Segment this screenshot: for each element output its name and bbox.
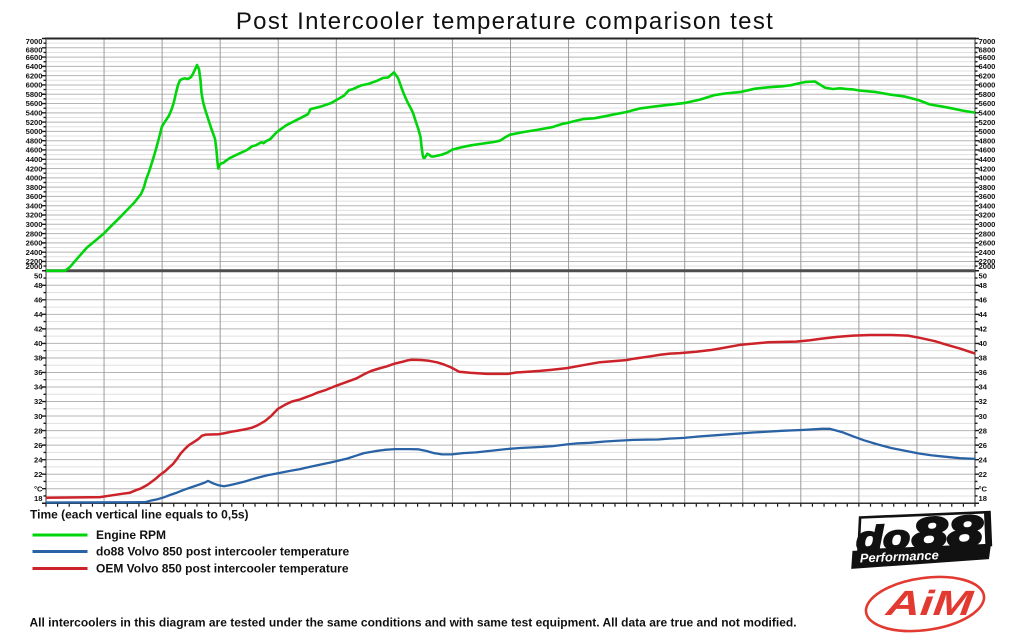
svg-text:38: 38 bbox=[34, 354, 42, 363]
svg-text:2800: 2800 bbox=[979, 229, 996, 238]
svg-text:5000: 5000 bbox=[979, 127, 996, 136]
svg-text:3600: 3600 bbox=[26, 192, 43, 201]
svg-text:4600: 4600 bbox=[26, 146, 43, 155]
svg-text:50: 50 bbox=[34, 271, 42, 280]
svg-text:88: 88 bbox=[911, 507, 985, 559]
svg-text:6000: 6000 bbox=[26, 81, 43, 90]
svg-text:48: 48 bbox=[34, 281, 42, 290]
svg-text:32: 32 bbox=[34, 397, 42, 406]
svg-text:5200: 5200 bbox=[979, 118, 996, 127]
svg-text:6600: 6600 bbox=[26, 53, 43, 62]
svg-text:5200: 5200 bbox=[26, 118, 43, 127]
svg-text:26: 26 bbox=[979, 441, 987, 450]
svg-text:°C: °C bbox=[34, 484, 43, 493]
svg-text:18: 18 bbox=[979, 494, 987, 503]
svg-text:44: 44 bbox=[34, 310, 43, 319]
svg-text:4600: 4600 bbox=[979, 146, 996, 155]
svg-text:24: 24 bbox=[979, 455, 988, 464]
svg-text:3400: 3400 bbox=[26, 201, 43, 210]
svg-text:3600: 3600 bbox=[979, 192, 996, 201]
svg-text:5800: 5800 bbox=[26, 90, 43, 99]
svg-text:2400: 2400 bbox=[979, 248, 996, 257]
svg-text:do88 Volvo 850 post intercoole: do88 Volvo 850 post intercooler temperat… bbox=[96, 545, 350, 559]
svg-text:26: 26 bbox=[34, 441, 42, 450]
svg-text:34: 34 bbox=[34, 383, 43, 392]
svg-text:46: 46 bbox=[979, 296, 987, 305]
svg-text:40: 40 bbox=[34, 339, 42, 348]
svg-text:5400: 5400 bbox=[26, 109, 43, 118]
svg-text:4800: 4800 bbox=[26, 136, 43, 145]
svg-text:40: 40 bbox=[979, 339, 987, 348]
svg-text:24: 24 bbox=[34, 455, 43, 464]
svg-text:18: 18 bbox=[34, 494, 42, 503]
svg-text:30: 30 bbox=[979, 412, 987, 421]
svg-text:46: 46 bbox=[34, 296, 42, 305]
svg-text:38: 38 bbox=[979, 354, 987, 363]
svg-text:5600: 5600 bbox=[979, 99, 996, 108]
svg-text:6400: 6400 bbox=[979, 62, 996, 71]
svg-text:2400: 2400 bbox=[26, 248, 43, 257]
svg-text:4200: 4200 bbox=[26, 164, 43, 173]
svg-text:2600: 2600 bbox=[979, 239, 996, 248]
svg-text:AiM: AiM bbox=[883, 584, 975, 623]
svg-text:42: 42 bbox=[979, 325, 987, 334]
svg-text:6000: 6000 bbox=[979, 81, 996, 90]
svg-text:2800: 2800 bbox=[26, 229, 43, 238]
svg-text:6800: 6800 bbox=[26, 45, 43, 54]
svg-text:5000: 5000 bbox=[26, 127, 43, 136]
svg-text:2600: 2600 bbox=[26, 239, 43, 248]
svg-text:2000: 2000 bbox=[26, 262, 43, 271]
svg-text:7000: 7000 bbox=[26, 37, 43, 46]
svg-text:6200: 6200 bbox=[979, 71, 996, 80]
svg-text:3400: 3400 bbox=[979, 201, 996, 210]
svg-text:5600: 5600 bbox=[26, 99, 43, 108]
svg-text:5800: 5800 bbox=[979, 90, 996, 99]
svg-text:2200: 2200 bbox=[979, 257, 996, 266]
svg-text:Post Intercooler temperature c: Post Intercooler temperature comparison … bbox=[236, 8, 774, 35]
svg-text:3800: 3800 bbox=[26, 183, 43, 192]
svg-text:Performance: Performance bbox=[860, 548, 940, 565]
svg-text:6600: 6600 bbox=[979, 53, 996, 62]
svg-text:4400: 4400 bbox=[979, 155, 996, 164]
svg-text:2000: 2000 bbox=[979, 262, 996, 271]
svg-text:22: 22 bbox=[34, 470, 42, 479]
svg-text:5400: 5400 bbox=[979, 109, 996, 118]
svg-text:3000: 3000 bbox=[26, 220, 43, 229]
svg-text:6200: 6200 bbox=[26, 71, 43, 80]
svg-text:4200: 4200 bbox=[979, 164, 996, 173]
svg-text:28: 28 bbox=[34, 426, 42, 435]
svg-text:42: 42 bbox=[34, 325, 42, 334]
svg-text:4400: 4400 bbox=[26, 155, 43, 164]
svg-text:do: do bbox=[855, 518, 911, 558]
svg-text:50: 50 bbox=[979, 271, 987, 280]
svg-text:Engine RPM: Engine RPM bbox=[96, 528, 166, 542]
svg-text:°C: °C bbox=[979, 484, 988, 493]
svg-text:44: 44 bbox=[979, 310, 988, 319]
svg-text:All intercoolers in this diagr: All intercoolers in this diagram are tes… bbox=[30, 616, 797, 630]
svg-text:Time (each vertical line equal: Time (each vertical line equals to 0,5s) bbox=[30, 508, 249, 522]
svg-text:34: 34 bbox=[979, 383, 988, 392]
svg-text:36: 36 bbox=[979, 368, 987, 377]
svg-text:2200: 2200 bbox=[26, 257, 43, 266]
svg-text:36: 36 bbox=[34, 368, 42, 377]
svg-text:30: 30 bbox=[34, 412, 42, 421]
svg-text:4800: 4800 bbox=[979, 136, 996, 145]
svg-text:6400: 6400 bbox=[26, 62, 43, 71]
svg-text:22: 22 bbox=[979, 470, 987, 479]
svg-text:48: 48 bbox=[979, 281, 987, 290]
svg-text:3200: 3200 bbox=[979, 211, 996, 220]
svg-text:28: 28 bbox=[979, 426, 987, 435]
svg-text:7000: 7000 bbox=[979, 37, 996, 46]
svg-text:4000: 4000 bbox=[26, 174, 43, 183]
svg-text:6800: 6800 bbox=[979, 45, 996, 54]
svg-text:32: 32 bbox=[979, 397, 987, 406]
svg-text:4000: 4000 bbox=[979, 174, 996, 183]
svg-text:3800: 3800 bbox=[979, 183, 996, 192]
svg-text:3000: 3000 bbox=[979, 220, 996, 229]
svg-text:3200: 3200 bbox=[26, 211, 43, 220]
svg-text:OEM Volvo 850 post intercooler: OEM Volvo 850 post intercooler temperatu… bbox=[96, 562, 349, 576]
